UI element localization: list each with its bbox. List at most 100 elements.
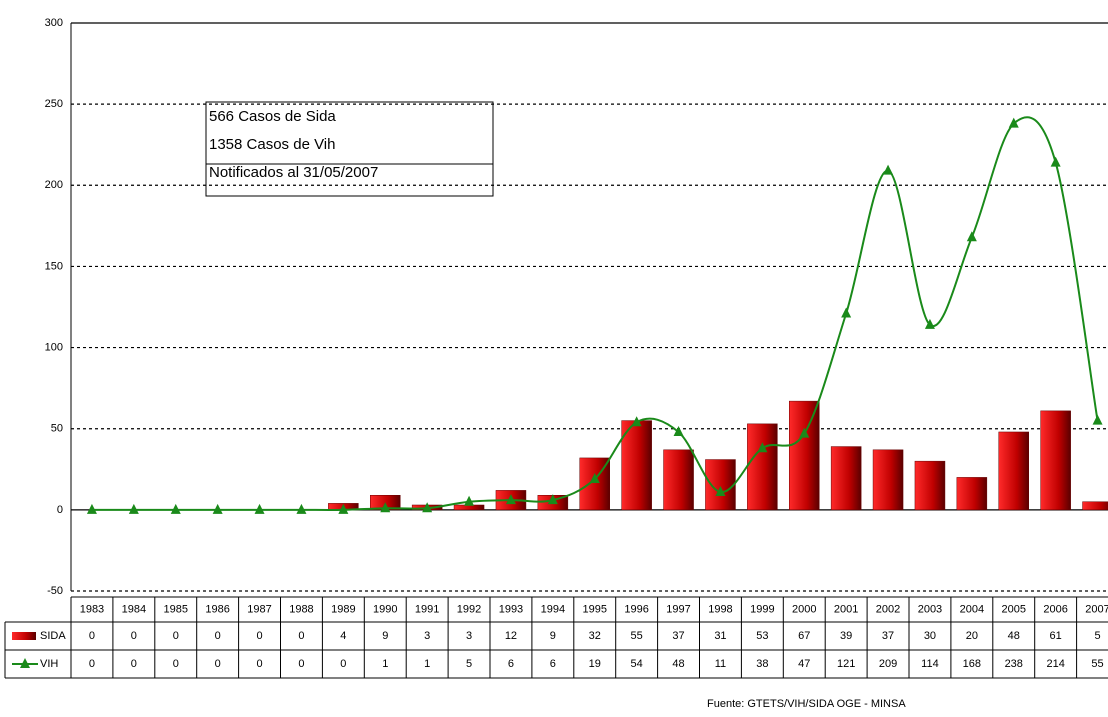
line-marker [883,164,894,175]
table-value: 0 [298,658,304,670]
table-value: 3 [424,630,430,642]
x-tick-label: 1996 [624,603,648,615]
y-tick-label: 50 [51,423,63,435]
table-value: 0 [215,658,221,670]
line-marker [757,442,768,453]
x-tick-label: 1998 [708,603,732,615]
table-value: 55 [1091,658,1103,670]
table-value: 19 [589,658,601,670]
table-value: 37 [672,630,684,642]
table-value: 61 [1050,630,1062,642]
legend-marker [20,658,30,668]
table-value: 38 [756,658,768,670]
table-value: 48 [672,658,684,670]
line-marker [1008,117,1019,128]
x-tick-label: 1983 [80,603,104,615]
y-tick-label: 300 [45,17,63,29]
table-value: 121 [837,658,855,670]
line-marker [170,503,181,514]
table-value: 11 [715,658,726,670]
x-tick-label: 1987 [247,603,271,615]
table-value: 0 [173,630,179,642]
line-marker [966,231,977,242]
bar [998,431,1029,511]
table-value: 1 [424,658,430,670]
bar [1082,501,1108,511]
table-value: 214 [1046,658,1064,670]
table-value: 114 [921,658,939,670]
line-marker [505,494,516,505]
line-marker [673,425,684,436]
table-value: 5 [466,658,472,670]
y-tick-label: 250 [45,98,63,110]
x-tick-label: 1985 [164,603,188,615]
bar [872,449,904,511]
table-value: 0 [89,658,95,670]
line-marker [841,307,852,318]
x-tick-label: 1993 [499,603,523,615]
line-marker [212,503,223,514]
table-value: 168 [963,658,981,670]
x-tick-label: 1999 [750,603,774,615]
table-value: 53 [756,630,768,642]
x-tick-label: 1989 [331,603,355,615]
table-value: 54 [631,658,643,670]
table-value: 6 [508,658,514,670]
table-value: 1 [382,658,388,670]
table-value: 3 [466,630,472,642]
y-tick-label: -50 [47,585,63,597]
x-tick-label: 1986 [205,603,229,615]
line-marker [631,416,642,427]
line-marker [464,495,475,506]
x-tick-label: 1991 [415,603,439,615]
table-value: 0 [89,630,95,642]
y-tick-label: 100 [45,341,63,353]
line-marker [422,502,433,513]
line-marker [1092,414,1103,425]
x-tick-label: 2005 [1002,603,1026,615]
bar [747,423,778,511]
table-value: 67 [798,630,810,642]
x-tick-label: 2007 [1085,603,1108,615]
line-marker [86,503,97,514]
legend-swatch [12,632,36,640]
table-value: 37 [882,630,894,642]
table-value: 4 [340,630,346,642]
table-value: 238 [1005,658,1023,670]
x-tick-label: 1984 [122,603,146,615]
x-tick-label: 2004 [960,603,984,615]
table-value: 6 [550,658,556,670]
x-tick-label: 2006 [1043,603,1067,615]
table-value: 0 [131,658,137,670]
table-value: 48 [1008,630,1020,642]
x-tick-label: 1992 [457,603,481,615]
table-value: 0 [131,630,137,642]
annotation: Notificados al 31/05/2007 [209,164,378,181]
bar [1040,410,1071,511]
line-marker [254,503,265,514]
table-value: 20 [966,630,978,642]
line-marker [799,427,810,438]
line-marker [296,503,307,514]
line-marker [547,494,558,505]
x-tick-label: 1994 [541,603,565,615]
x-tick-label: 1995 [583,603,607,615]
x-tick-label: 2000 [792,603,816,615]
y-tick-label: 0 [57,504,63,516]
table-value: 5 [1094,630,1100,642]
y-tick-label: 200 [45,179,63,191]
bar [830,446,862,511]
table-value: 0 [256,630,262,642]
source: Fuente: GTETS/VIH/SIDA OGE - MINSA [707,698,906,710]
table-value: 30 [924,630,936,642]
x-tick-label: 1988 [289,603,313,615]
table-value: 47 [798,658,810,670]
legend-label: SIDA [40,630,66,642]
table-value: 55 [631,630,643,642]
table-value: 0 [256,658,262,670]
bar [914,460,946,511]
x-tick-label: 1997 [666,603,690,615]
line-marker [338,503,349,514]
line-marker [380,502,391,513]
